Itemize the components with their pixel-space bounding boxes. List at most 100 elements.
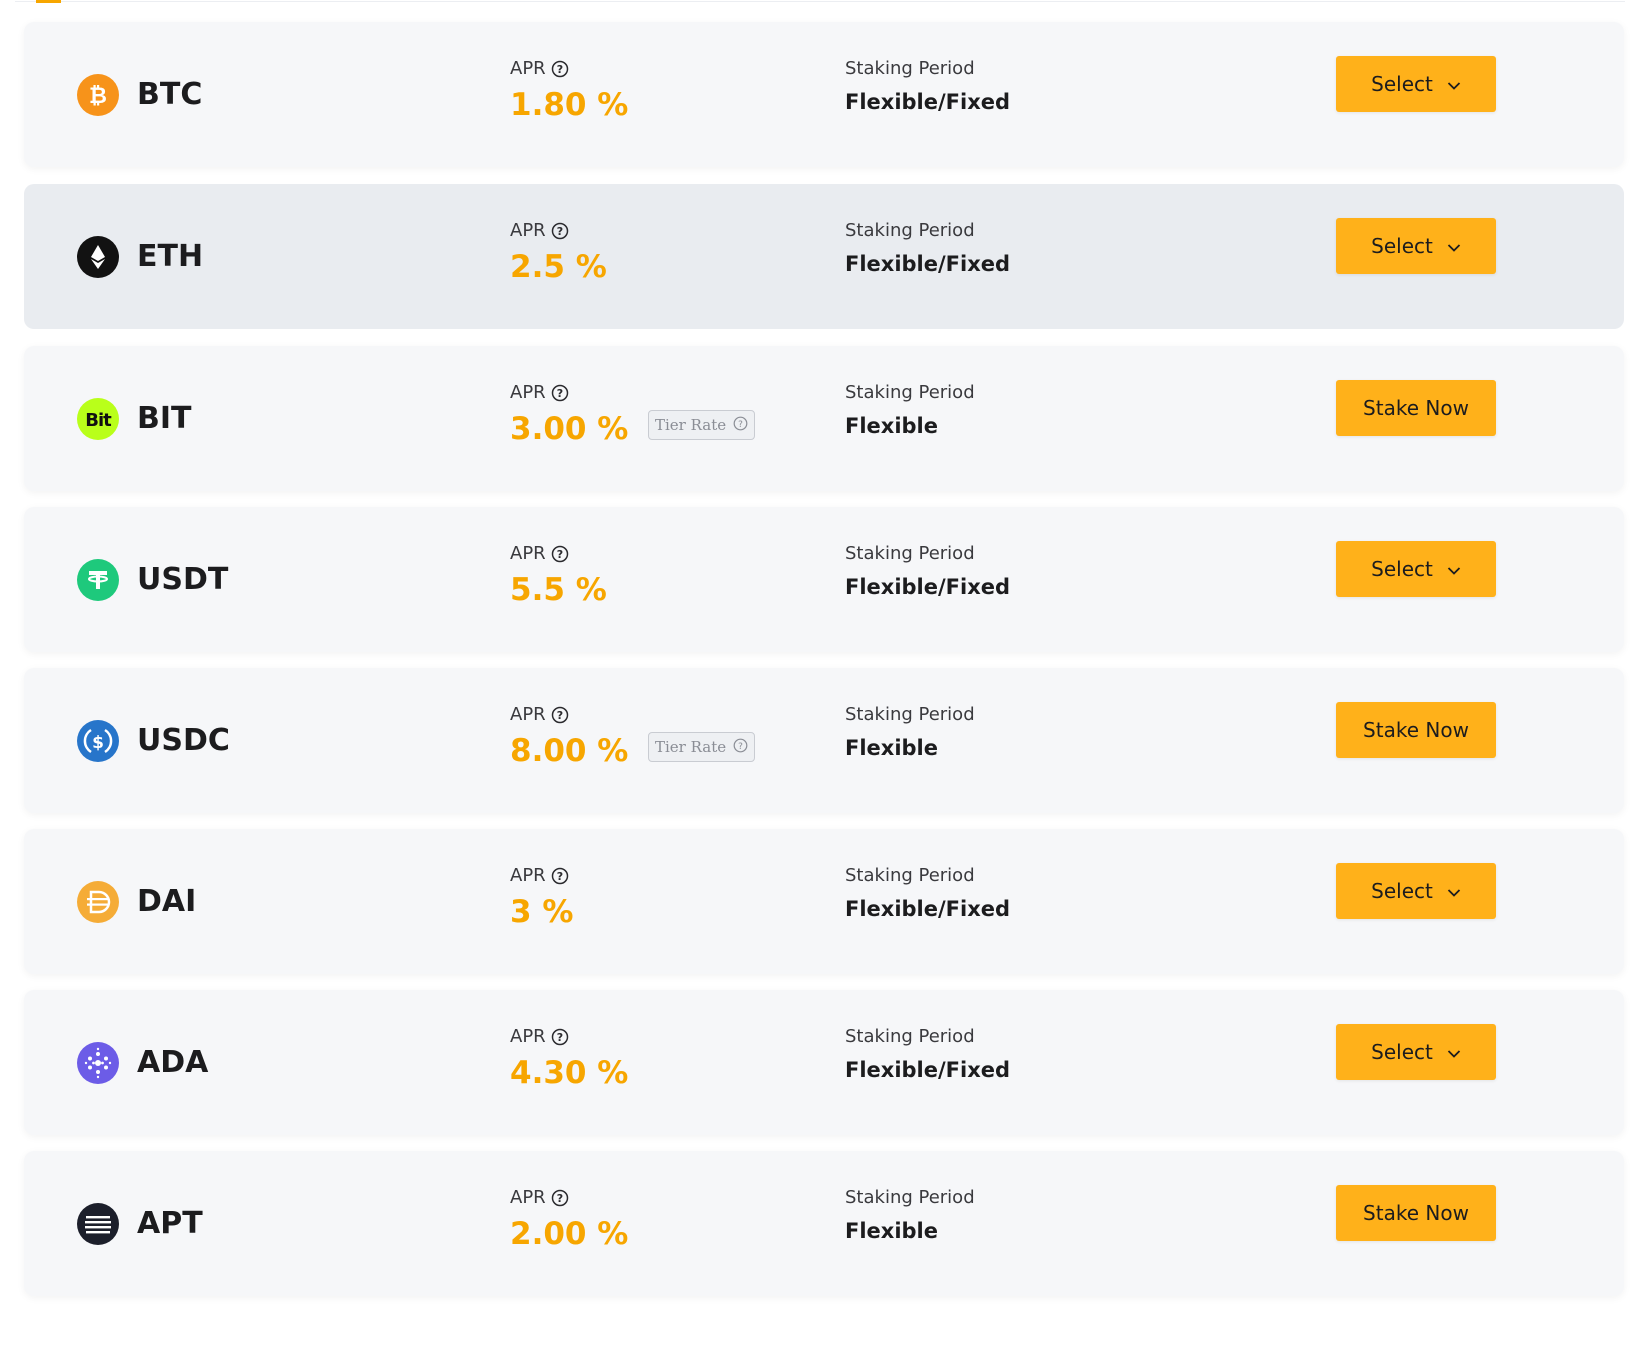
bit-icon: Bit [77, 398, 119, 440]
apr-value: 5.5 % [510, 572, 607, 608]
svg-text:?: ? [556, 1031, 562, 1044]
staking-row-ada: ADA APR ? 4.30 % Staking Period Flexible… [24, 990, 1624, 1135]
apr-label: APR ? [510, 705, 569, 725]
svg-text:?: ? [738, 420, 743, 430]
staking-row-btc: ₿ BTC APR ? 1.80 % Staking Period Flexib… [24, 22, 1624, 167]
svg-text:?: ? [556, 709, 562, 722]
coin-name: USDC [137, 723, 230, 758]
help-icon[interactable]: ? [551, 384, 569, 402]
coin-name: BTC [137, 77, 203, 112]
staking-row-usdt: USDT APR ? 5.5 % Staking Period Flexible… [24, 507, 1624, 652]
staking-period-label: Staking Period [845, 704, 975, 725]
apr-label: APR ? [510, 383, 569, 403]
staking-period-label: Staking Period [845, 58, 975, 79]
help-icon[interactable]: ? [551, 867, 569, 885]
help-icon[interactable]: ? [551, 545, 569, 563]
usdt-icon [77, 559, 119, 601]
coin-name: USDT [137, 562, 229, 597]
svg-text:?: ? [556, 225, 562, 238]
select-button[interactable]: Select [1336, 863, 1496, 919]
active-tab-indicator [36, 0, 61, 3]
svg-text:$: $ [92, 733, 104, 753]
tier-rate-label: Tier Rate [655, 416, 727, 434]
staking-period-label: Staking Period [845, 865, 975, 886]
apr-value: 3.00 % [510, 411, 629, 447]
tier-rate-badge[interactable]: Tier Rate ? [648, 732, 756, 762]
staking-row-usdc: $ USDC APR ? 8.00 % Tier Rate ? Staking … [24, 668, 1624, 813]
staking-period-label: Staking Period [845, 543, 975, 564]
apr-value: 3 % [510, 894, 574, 930]
coin-name: ADA [137, 1045, 209, 1080]
help-icon[interactable]: ? [551, 1028, 569, 1046]
button-label: Select [1371, 879, 1433, 903]
apr-value: 2.5 % [510, 249, 607, 285]
apt-icon [77, 1203, 119, 1245]
staking-period-value: Flexible [845, 1219, 939, 1243]
staking-period-value: Flexible [845, 736, 939, 760]
staking-period-label: Staking Period [845, 1187, 975, 1208]
button-label: Select [1371, 234, 1433, 258]
staking-period-value: Flexible/Fixed [845, 575, 1011, 599]
button-label: Stake Now [1363, 396, 1469, 420]
button-label: Stake Now [1363, 718, 1469, 742]
dai-icon [77, 881, 119, 923]
staking-period-label: Staking Period [845, 1026, 975, 1047]
apr-label: APR ? [510, 221, 569, 241]
eth-icon [77, 236, 119, 278]
apr-value: 2.00 % [510, 1216, 629, 1252]
coin-name: DAI [137, 884, 197, 919]
staking-period-value: Flexible/Fixed [845, 252, 1011, 276]
apr-value: 4.30 % [510, 1055, 629, 1091]
ada-icon [77, 1042, 119, 1084]
apr-label: APR ? [510, 544, 569, 564]
tab-underline-divider [15, 1, 1625, 2]
svg-text:?: ? [738, 742, 743, 752]
chevron-down-icon [1447, 879, 1461, 903]
help-icon[interactable]: ? [551, 60, 569, 78]
stake-now-button[interactable]: Stake Now [1336, 1185, 1496, 1241]
staking-period-value: Flexible/Fixed [845, 897, 1011, 921]
stake-now-button[interactable]: Stake Now [1336, 702, 1496, 758]
svg-text:?: ? [556, 548, 562, 561]
staking-row-bit: Bit BIT APR ? 3.00 % Tier Rate ? Staking… [24, 346, 1624, 491]
staking-period-value: Flexible/Fixed [845, 1058, 1011, 1082]
apr-label: APR ? [510, 59, 569, 79]
staking-period-label: Staking Period [845, 382, 975, 403]
select-button[interactable]: Select [1336, 541, 1496, 597]
staking-row-apt: APT APR ? 2.00 % Staking Period Flexible… [24, 1151, 1624, 1296]
button-label: Select [1371, 557, 1433, 581]
select-button[interactable]: Select [1336, 1024, 1496, 1080]
apr-label: APR ? [510, 1027, 569, 1047]
chevron-down-icon [1447, 557, 1461, 581]
chevron-down-icon [1447, 234, 1461, 258]
staking-period-value: Flexible [845, 414, 939, 438]
chevron-down-icon [1447, 1040, 1461, 1064]
staking-period-value: Flexible/Fixed [845, 90, 1011, 114]
svg-text:?: ? [556, 63, 562, 76]
help-icon[interactable]: ? [551, 222, 569, 240]
chevron-down-icon [1447, 72, 1461, 96]
svg-text:?: ? [556, 870, 562, 883]
stake-now-button[interactable]: Stake Now [1336, 380, 1496, 436]
help-icon[interactable]: ? [551, 1189, 569, 1207]
button-label: Stake Now [1363, 1201, 1469, 1225]
coin-name: BIT [137, 401, 192, 436]
select-button[interactable]: Select [1336, 218, 1496, 274]
usdc-icon: $ [77, 720, 119, 762]
tier-rate-badge[interactable]: Tier Rate ? [648, 410, 756, 440]
coin-name: APT [137, 1206, 203, 1241]
help-icon[interactable]: ? [733, 416, 748, 435]
staking-row-dai: DAI APR ? 3 % Staking Period Flexible/Fi… [24, 829, 1624, 974]
apr-label: APR ? [510, 866, 569, 886]
help-icon[interactable]: ? [551, 706, 569, 724]
svg-text:Bit: Bit [85, 410, 112, 431]
staking-period-label: Staking Period [845, 220, 975, 241]
tier-rate-label: Tier Rate [655, 738, 727, 756]
staking-row-eth: ETH APR ? 2.5 % Staking Period Flexible/… [24, 184, 1624, 329]
select-button[interactable]: Select [1336, 56, 1496, 112]
svg-text:?: ? [556, 387, 562, 400]
svg-text:?: ? [556, 1192, 562, 1205]
help-icon[interactable]: ? [733, 738, 748, 757]
svg-text:₿: ₿ [89, 84, 107, 109]
apr-label: APR ? [510, 1188, 569, 1208]
